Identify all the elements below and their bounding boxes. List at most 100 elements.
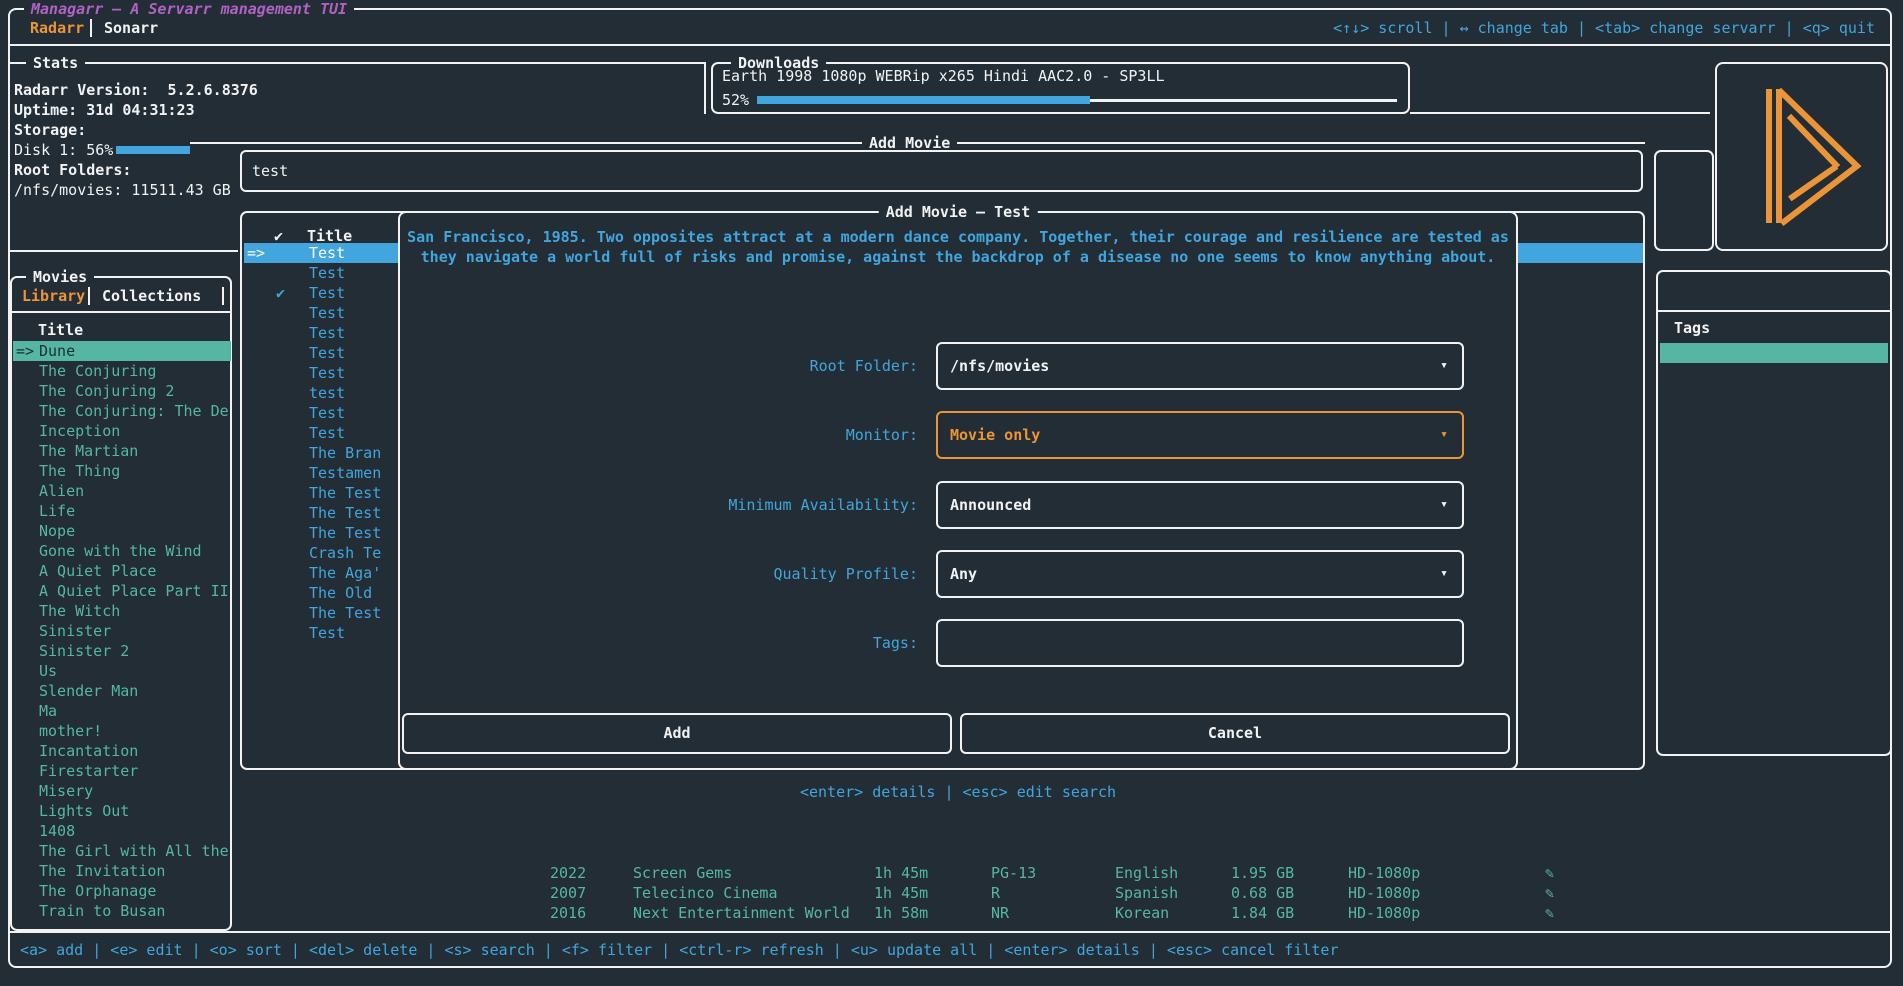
movie-title: The Invitation bbox=[39, 862, 166, 880]
search-result-row[interactable]: Test bbox=[244, 363, 1643, 383]
search-result-row[interactable]: The Test bbox=[244, 483, 1643, 503]
search-result-row[interactable]: Test bbox=[244, 323, 1643, 343]
movie-row[interactable]: Life bbox=[13, 501, 231, 521]
add-movie-search-input[interactable]: test bbox=[240, 150, 1643, 192]
movie-row[interactable]: Us bbox=[13, 661, 231, 681]
add-movie-panel-title: Add Movie bbox=[862, 134, 958, 152]
search-result-row[interactable]: Test bbox=[244, 403, 1643, 423]
movie-row[interactable]: The Witch bbox=[13, 601, 231, 621]
movie-row[interactable]: mother! bbox=[13, 721, 231, 741]
search-result-row[interactable]: Crash Te bbox=[244, 543, 1643, 563]
movie-row[interactable]: Alien bbox=[13, 481, 231, 501]
movie-row[interactable]: Sinister 2 bbox=[13, 641, 231, 661]
search-result-row[interactable]: Test bbox=[244, 623, 1643, 643]
tab-library[interactable]: Library bbox=[22, 287, 86, 305]
search-result-row[interactable]: ✔ Test bbox=[244, 283, 1643, 303]
movie-row[interactable]: The Martian bbox=[13, 441, 231, 461]
search-result-title: The Test bbox=[309, 524, 382, 542]
tab-sonarr[interactable]: Sonarr bbox=[104, 19, 159, 37]
movie-row[interactable]: The Invitation bbox=[13, 861, 231, 881]
movie-row[interactable]: Lights Out bbox=[13, 801, 231, 821]
library-cell-studio: Telecinco Cinema bbox=[633, 884, 778, 902]
edit-icon[interactable]: ✎ bbox=[1545, 864, 1555, 882]
movie-row[interactable]: Incantation bbox=[13, 741, 231, 761]
cancel-button[interactable]: Cancel bbox=[960, 713, 1510, 754]
movie-row[interactable]: The Conjuring: The De bbox=[13, 401, 231, 421]
movie-row[interactable]: Misery bbox=[13, 781, 231, 801]
tab-radarr[interactable]: Radarr bbox=[30, 19, 85, 37]
movie-row[interactable]: The Orphanage bbox=[13, 881, 231, 901]
search-result-row[interactable]: The Old bbox=[244, 583, 1643, 603]
movie-row[interactable]: Nope bbox=[13, 521, 231, 541]
search-result-row[interactable]: The Test bbox=[244, 523, 1643, 543]
edit-icon[interactable]: ✎ bbox=[1545, 904, 1555, 922]
root-folder-label: Root Folder: bbox=[809, 357, 918, 375]
search-result-row[interactable]: Test bbox=[244, 263, 1643, 283]
downloads-border-extension bbox=[1410, 112, 1710, 114]
root-folder-select[interactable]: /nfs/movies ▾ bbox=[936, 342, 1464, 390]
edit-icon[interactable]: ✎ bbox=[1545, 884, 1555, 902]
download-percent: 52% bbox=[722, 91, 750, 109]
movie-title: Dune bbox=[39, 342, 76, 360]
root-folder-value: /nfs/movies bbox=[950, 357, 1050, 375]
add-movie-modal: Add Movie — Test San Francisco, 1985. Tw… bbox=[398, 203, 1518, 770]
tags-input[interactable] bbox=[936, 619, 1464, 667]
movie-row[interactable]: The Girl with All the bbox=[13, 841, 231, 861]
search-result-row[interactable]: The Test bbox=[244, 503, 1643, 523]
download-progress-bar bbox=[757, 92, 1397, 108]
movie-title: Nope bbox=[39, 522, 76, 540]
search-result-row[interactable]: Testamen bbox=[244, 463, 1643, 483]
minimum-availability-select[interactable]: Announced ▾ bbox=[936, 481, 1464, 529]
poster-placeholder-panel bbox=[1654, 150, 1714, 251]
tags-selected-row[interactable] bbox=[1660, 343, 1888, 363]
movie-row[interactable]: 1408 bbox=[13, 821, 231, 841]
selected-arrow: => bbox=[247, 244, 266, 262]
quality-profile-select[interactable]: Any ▾ bbox=[936, 550, 1464, 598]
movie-row[interactable]: Train to Busan bbox=[13, 901, 231, 921]
chevron-down-icon: ▾ bbox=[1440, 358, 1448, 373]
search-result-row[interactable]: The Aga' bbox=[244, 563, 1643, 583]
movie-row[interactable]: The Thing bbox=[13, 461, 231, 481]
movie-row[interactable]: Slender Man bbox=[13, 681, 231, 701]
stats-panel-title: Stats bbox=[26, 54, 86, 72]
search-result-title: Test bbox=[309, 264, 346, 282]
movie-row[interactable]: The Conjuring bbox=[13, 361, 231, 381]
movie-row[interactable]: => Dune bbox=[13, 341, 231, 361]
search-result-title: Test bbox=[309, 344, 346, 362]
movie-title: Firestarter bbox=[39, 762, 139, 780]
tags-separator bbox=[1658, 310, 1890, 312]
movie-title: The Thing bbox=[39, 462, 121, 480]
movie-title: Sinister bbox=[39, 622, 112, 640]
movie-row[interactable]: Gone with the Wind bbox=[13, 541, 231, 561]
tags-panel: Tags bbox=[1656, 270, 1892, 756]
monitor-select[interactable]: Movie only ▾ bbox=[936, 411, 1464, 459]
library-cell-studio: Screen Gems bbox=[633, 864, 733, 882]
stats-line: Disk 1: 56% bbox=[14, 141, 114, 159]
search-result-row[interactable]: Test bbox=[244, 343, 1643, 363]
library-cell-quality: HD-1080p bbox=[1348, 864, 1421, 882]
movie-row[interactable]: A Quiet Place Part II bbox=[13, 581, 231, 601]
search-result-row[interactable]: Test bbox=[244, 423, 1643, 443]
search-result-row[interactable]: The Test bbox=[244, 603, 1643, 623]
add-button[interactable]: Add bbox=[402, 713, 952, 754]
chevron-down-icon: ▾ bbox=[1440, 497, 1448, 512]
modal-help-keybinds: <enter> details | <esc> edit search bbox=[799, 783, 1117, 801]
movie-title: The Martian bbox=[39, 442, 139, 460]
movie-title: Sinister 2 bbox=[39, 642, 130, 660]
movie-row[interactable]: Sinister bbox=[13, 621, 231, 641]
movies-panel: Movies Library Collections Title => Dune T… bbox=[10, 268, 232, 931]
movie-title: Lights Out bbox=[39, 802, 130, 820]
movie-row[interactable]: A Quiet Place bbox=[13, 561, 231, 581]
search-result-row[interactable]: test bbox=[244, 383, 1643, 403]
stats-line: Uptime: 31d 04:31:23 bbox=[14, 101, 195, 119]
movie-row[interactable]: Ma bbox=[13, 701, 231, 721]
movie-row[interactable]: Inception bbox=[13, 421, 231, 441]
tab-collections[interactable]: Collections bbox=[102, 287, 202, 305]
search-result-row[interactable]: Test bbox=[244, 303, 1643, 323]
tab-divider bbox=[90, 19, 92, 37]
movie-row[interactable]: Firestarter bbox=[13, 761, 231, 781]
stats-lines: Radarr Version: 5.2.6.8376 Uptime: 31d 04… bbox=[14, 80, 258, 200]
movie-row[interactable]: The Conjuring 2 bbox=[13, 381, 231, 401]
search-result-row[interactable]: The Bran bbox=[244, 443, 1643, 463]
tags-label: Tags: bbox=[872, 634, 918, 652]
